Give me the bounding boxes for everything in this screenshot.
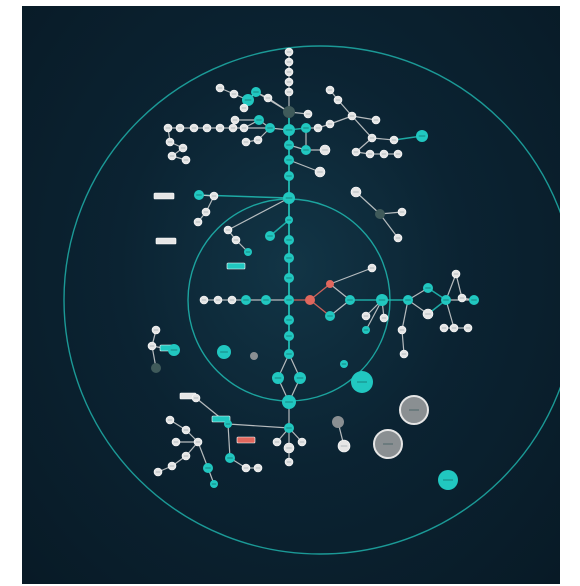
network-diagram bbox=[63, 45, 560, 555]
diagram-node bbox=[332, 416, 344, 428]
diagram-edge bbox=[351, 115, 373, 139]
diagram-edge bbox=[329, 267, 373, 285]
diagram-node bbox=[283, 106, 295, 118]
diagram-edge bbox=[227, 423, 290, 429]
label-box bbox=[155, 237, 177, 245]
diagram-edge bbox=[227, 423, 231, 459]
diagram-edge bbox=[288, 159, 321, 173]
diagram-node bbox=[375, 209, 385, 219]
outer-ring bbox=[63, 45, 560, 555]
label-box bbox=[153, 192, 175, 200]
diagram-canvas bbox=[22, 6, 560, 584]
diagram-edge bbox=[401, 299, 409, 331]
diagram-node bbox=[151, 363, 161, 373]
diagram-node bbox=[326, 280, 334, 288]
label-box bbox=[211, 415, 231, 423]
diagram-edge bbox=[355, 191, 381, 215]
diagram-node bbox=[250, 352, 258, 360]
label-box bbox=[226, 262, 246, 270]
diagram-edge bbox=[227, 197, 290, 231]
label-box bbox=[236, 436, 256, 444]
diagram-node bbox=[305, 295, 315, 305]
